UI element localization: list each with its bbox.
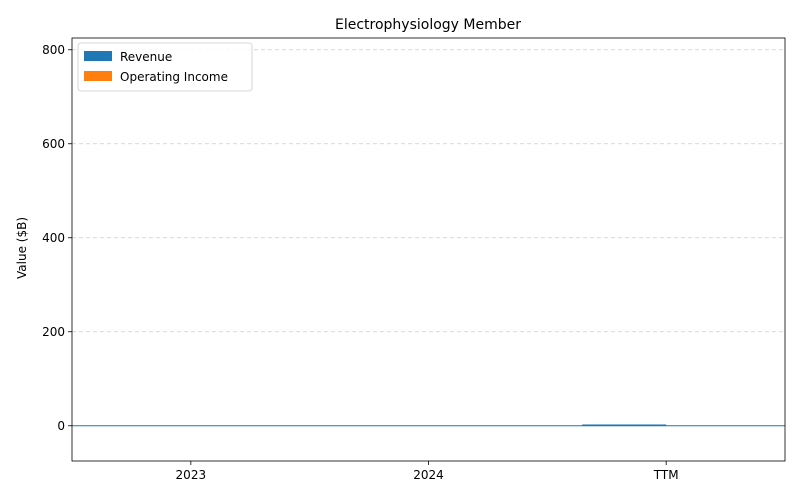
legend: Revenue Operating Income: [77, 42, 253, 92]
grid-lines: [72, 49, 785, 333]
axes: [71, 37, 786, 462]
legend-swatch: [84, 71, 112, 81]
x-tick-label: TTM: [653, 468, 679, 482]
y-tick-label: 0: [57, 419, 65, 433]
y-tick-label: 800: [42, 43, 65, 57]
bars: [582, 424, 667, 426]
x-tick-label: 2024: [413, 468, 444, 482]
y-axis-label: Value ($B): [15, 217, 29, 279]
y-tick-label: 400: [42, 231, 65, 245]
legend-label: Operating Income: [120, 70, 228, 84]
legend-label: Revenue: [120, 50, 172, 64]
tick-labels: 0 200 400 600 800 2023 2024 TTM: [42, 43, 678, 482]
chart-title: Electrophysiology Member: [335, 17, 521, 33]
x-tick-label: 2023: [176, 468, 207, 482]
y-tick-label: 600: [42, 137, 65, 151]
y-tick-label: 200: [42, 325, 65, 339]
bar: [582, 424, 667, 426]
plot-frame: [71, 37, 786, 462]
legend-box: [77, 42, 253, 92]
legend-swatch: [84, 51, 112, 61]
